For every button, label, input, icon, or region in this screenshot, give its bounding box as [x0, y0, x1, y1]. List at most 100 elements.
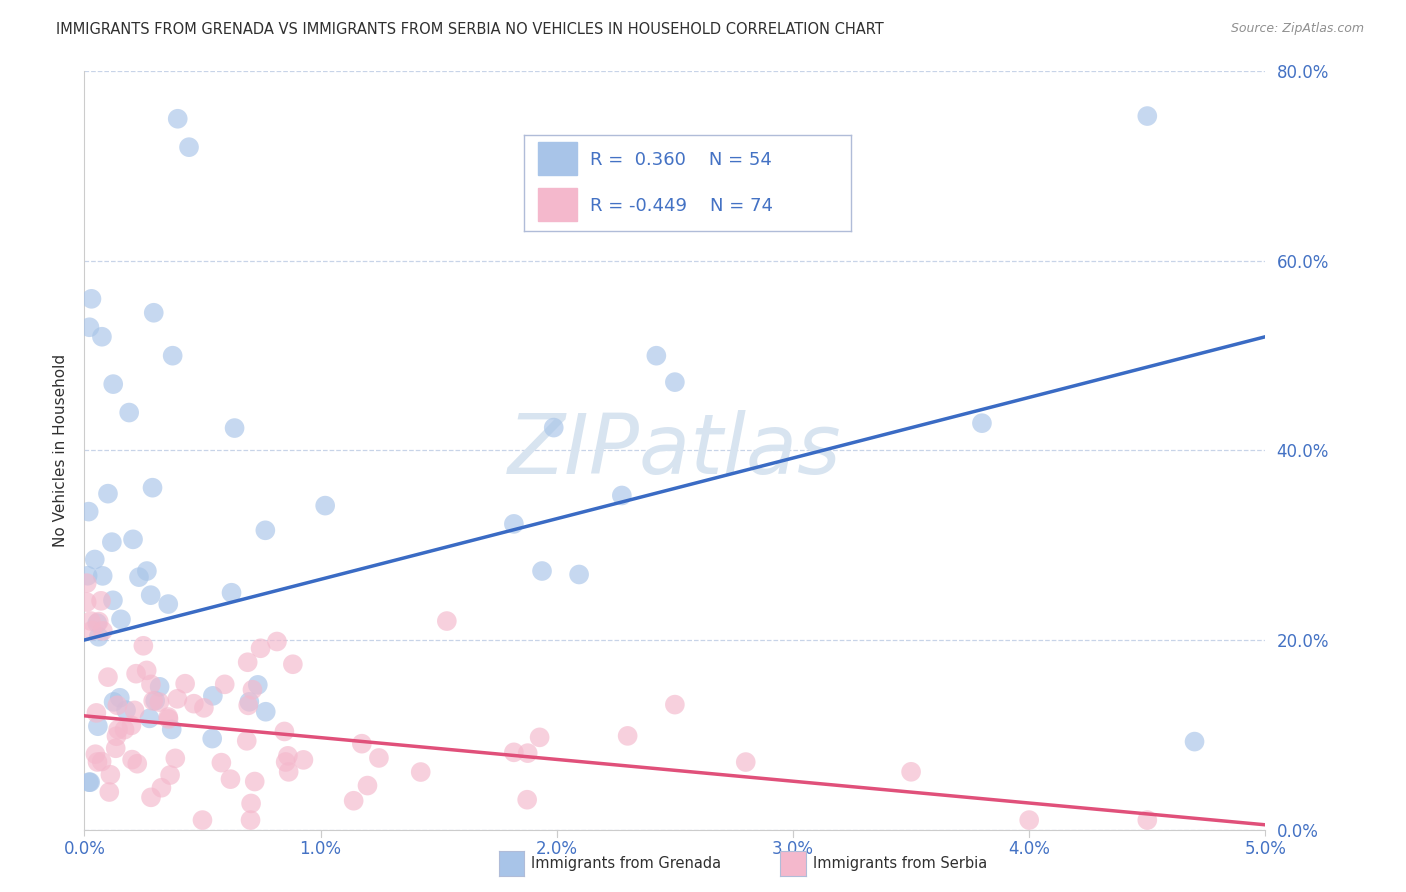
Point — [610, 488, 633, 502]
Point — [502, 516, 524, 531]
Point — [91, 624, 114, 638]
Point — [236, 655, 259, 669]
Point — [664, 375, 686, 389]
Point — [87, 630, 110, 644]
Point — [616, 729, 638, 743]
Bar — [537, 142, 576, 175]
Bar — [537, 188, 576, 221]
Point — [350, 737, 373, 751]
Point — [127, 756, 149, 771]
Point — [160, 723, 183, 737]
Point — [277, 748, 299, 763]
Point — [97, 486, 120, 500]
Point — [243, 774, 266, 789]
Point — [240, 797, 263, 811]
Point — [80, 292, 103, 306]
Point — [368, 751, 391, 765]
Point — [900, 764, 922, 779]
Point — [110, 612, 132, 626]
Point — [121, 753, 143, 767]
Point — [503, 745, 526, 759]
Point — [970, 416, 993, 430]
Point — [543, 420, 565, 434]
Point — [165, 751, 187, 765]
Point — [166, 112, 188, 126]
Point — [201, 689, 224, 703]
Point — [1018, 813, 1040, 827]
Point — [157, 712, 180, 726]
Point — [91, 569, 114, 583]
Point — [135, 564, 157, 578]
Point — [645, 349, 668, 363]
Point — [91, 330, 114, 344]
Point — [568, 567, 591, 582]
Point — [135, 664, 157, 678]
Point — [193, 701, 215, 715]
Point — [174, 676, 197, 690]
Point — [104, 741, 127, 756]
Point — [86, 755, 108, 769]
Point — [101, 535, 124, 549]
Point — [76, 568, 98, 582]
Point — [157, 710, 180, 724]
Point — [77, 775, 100, 789]
Point — [191, 813, 214, 827]
Point — [238, 695, 260, 709]
Point — [254, 705, 277, 719]
Point — [80, 624, 103, 638]
Point — [516, 746, 538, 760]
Text: R = -0.449    N = 74: R = -0.449 N = 74 — [591, 196, 773, 215]
Text: Immigrants from Grenada: Immigrants from Grenada — [531, 856, 721, 871]
Point — [90, 594, 112, 608]
Point — [219, 772, 242, 786]
Point — [76, 595, 98, 609]
Point — [277, 764, 299, 779]
Point — [254, 524, 277, 538]
Point — [409, 765, 432, 780]
Point — [239, 813, 262, 827]
Point — [103, 377, 125, 392]
Point — [531, 564, 554, 578]
Point — [128, 570, 150, 584]
Point — [143, 694, 166, 708]
Point — [132, 639, 155, 653]
Point — [242, 682, 264, 697]
Point — [125, 666, 148, 681]
Point — [118, 405, 141, 420]
Point — [183, 697, 205, 711]
Text: Immigrants from Serbia: Immigrants from Serbia — [813, 856, 987, 871]
Point — [87, 615, 110, 629]
Point — [83, 552, 105, 566]
Point — [292, 753, 315, 767]
Text: ZIPatlas: ZIPatlas — [508, 410, 842, 491]
Point — [149, 680, 172, 694]
Point — [1136, 813, 1159, 827]
Point — [274, 755, 297, 769]
Point — [138, 711, 160, 725]
Point — [238, 698, 260, 713]
Point — [86, 706, 108, 720]
Text: Source: ZipAtlas.com: Source: ZipAtlas.com — [1230, 22, 1364, 36]
Point — [107, 723, 129, 737]
Point — [86, 615, 108, 630]
Point — [249, 641, 271, 656]
Point — [122, 533, 145, 547]
Point — [139, 588, 162, 602]
Point — [166, 691, 188, 706]
Point — [142, 694, 165, 708]
Point — [1136, 109, 1159, 123]
Point — [343, 794, 366, 808]
Point — [314, 499, 336, 513]
Point — [734, 755, 756, 769]
Point — [235, 734, 257, 748]
Point — [221, 585, 243, 599]
Text: R =  0.360    N = 54: R = 0.360 N = 54 — [591, 151, 772, 169]
Point — [98, 785, 121, 799]
Point — [80, 614, 103, 628]
Point — [139, 677, 162, 691]
Point — [98, 768, 121, 782]
Y-axis label: No Vehicles in Household: No Vehicles in Household — [52, 354, 67, 547]
Point — [142, 306, 165, 320]
Point — [115, 703, 138, 717]
Point — [97, 670, 120, 684]
